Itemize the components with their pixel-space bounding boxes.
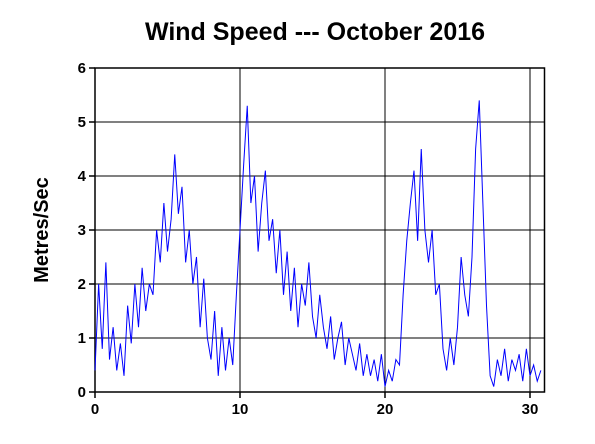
data-line	[94, 100, 542, 387]
x-tick-label: 30	[522, 401, 539, 418]
y-axis-label: Metres/Sec	[31, 177, 53, 283]
y-tick-label: 1	[78, 330, 86, 347]
chart-title: Wind Speed --- October 2016	[145, 18, 485, 46]
x-tick-label: 20	[377, 401, 394, 418]
x-tick-label: 0	[91, 401, 99, 418]
y-tick-label: 3	[78, 222, 86, 239]
y-tick-label: 6	[78, 60, 86, 77]
y-tick-label: 4	[78, 168, 87, 185]
y-tick-label: 0	[78, 384, 86, 401]
y-tick-label: 5	[78, 114, 86, 131]
x-tick-label: 10	[232, 401, 249, 418]
y-tick-label: 2	[78, 276, 86, 293]
